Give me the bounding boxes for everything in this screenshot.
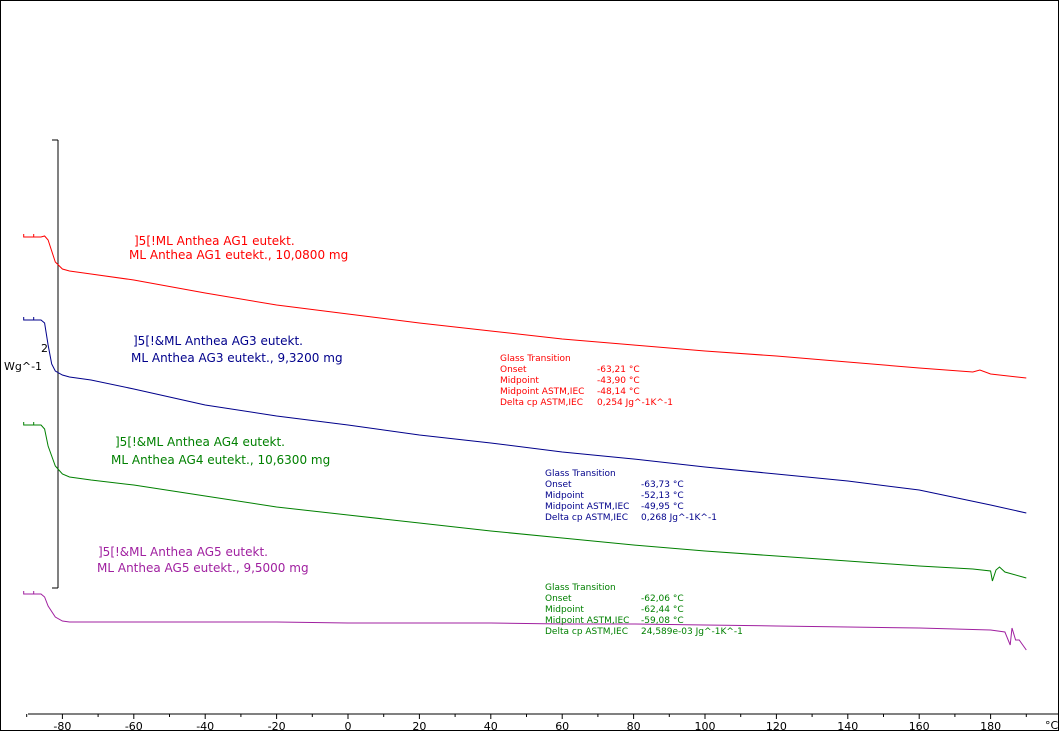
annotation-value: 24,589e-03 Jg^-1K^-1	[641, 627, 743, 637]
curve-start-marker	[23, 234, 35, 238]
x-tick-label: -20	[268, 720, 286, 731]
annotation-ag4: Glass Transition Onset -62,06 °C Midpoin…	[545, 583, 743, 637]
annotation-value: -63,73 °C	[641, 480, 684, 490]
x-tick-label: 180	[980, 720, 1001, 731]
ag1-label-line2: ML Anthea AG1 eutekt., 10,0800 mg	[129, 248, 348, 262]
annotation-key: Midpoint ASTM,IEC	[545, 502, 629, 512]
x-tick-label: 80	[627, 720, 641, 731]
annotation-value: -48,14 °C	[597, 387, 640, 397]
annotation-ag1: Glass Transition Onset -63,21 °C Midpoin…	[500, 354, 673, 408]
annotation-key: Onset	[545, 480, 572, 490]
annotation-value: -43,90 °C	[597, 376, 640, 386]
ag3-label-line2: ML Anthea AG3 eutekt., 9,3200 mg	[131, 351, 343, 365]
annotation-key: Midpoint	[545, 491, 584, 501]
curve-ag5	[26, 593, 1027, 651]
annotation-value: -52,13 °C	[641, 491, 684, 501]
x-tick-label: 60	[555, 720, 569, 731]
annotation-value: 0,268 Jg^-1K^-1	[641, 513, 717, 523]
annotation-value: 0,254 Jg^-1K^-1	[597, 398, 673, 408]
ag4-label-line2: ML Anthea AG4 eutekt., 10,6300 mg	[111, 453, 330, 467]
annotation-value: -59,08 °C	[641, 616, 684, 626]
annotation-key: Midpoint	[545, 605, 584, 615]
annotation-value: -49,95 °C	[641, 502, 684, 512]
x-axis-unit: °C	[1045, 719, 1059, 731]
ag4-label-line1: ]5[!&ML Anthea AG4 eutekt.	[115, 435, 285, 449]
annotation-value: -62,44 °C	[641, 605, 684, 615]
annotation-key: Delta cp ASTM,IEC	[500, 398, 583, 408]
x-tick-label: -60	[125, 720, 143, 731]
ag1-label-line1: ]5[!ML Anthea AG1 eutekt.	[134, 234, 295, 248]
x-tick-label: 160	[909, 720, 930, 731]
annotation-key: Midpoint	[500, 376, 539, 386]
annotation-title: Glass Transition	[545, 583, 616, 593]
x-tick-label: 140	[837, 720, 858, 731]
x-tick-label: 100	[695, 720, 716, 731]
annotation-key: Midpoint ASTM,IEC	[500, 387, 584, 397]
annotation-ag3: Glass Transition Onset -63,73 °C Midpoin…	[545, 469, 717, 523]
y-scale-bar	[52, 139, 59, 589]
annotation-value: -62,06 °C	[641, 594, 684, 604]
curve-ag4	[26, 424, 1027, 582]
annotation-value: -63,21 °C	[597, 365, 640, 375]
annotation-key: Delta cp ASTM,IEC	[545, 513, 628, 523]
curve-ag3	[26, 319, 1027, 514]
annotation-key: Onset	[545, 594, 572, 604]
y-scale-value: 2	[41, 342, 48, 355]
x-tick-label: 0	[345, 720, 352, 731]
curve-labels: ]5[!ML Anthea AG1 eutekt. ML Anthea AG1 …	[97, 234, 348, 575]
x-tick-label: 20	[412, 720, 426, 731]
curve-start-marker	[23, 317, 35, 321]
curve-ag1	[26, 235, 1027, 379]
annotation-title: Glass Transition	[500, 354, 571, 364]
x-tick-label: -40	[196, 720, 214, 731]
x-tick-label: 120	[766, 720, 787, 731]
x-tick-label: -80	[53, 720, 71, 731]
ag5-label-line2: ML Anthea AG5 eutekt., 9,5000 mg	[97, 561, 309, 575]
ag3-label-line1: ]5[!&ML Anthea AG3 eutekt.	[133, 334, 303, 348]
annotation-key: Onset	[500, 365, 527, 375]
annotation-key: Delta cp ASTM,IEC	[545, 627, 628, 637]
x-tick-label: 40	[484, 720, 498, 731]
curves	[23, 234, 1027, 651]
x-axis: -80 -60 -40 -20 0 20 40 60 80 100 120 140 160 180	[26, 713, 1059, 731]
annotation-title: Glass Transition	[545, 469, 616, 479]
ag5-label-line1: ]5[!&ML Anthea AG5 eutekt.	[98, 545, 268, 559]
curve-start-marker	[23, 591, 35, 595]
curve-start-marker	[23, 422, 35, 426]
annotation-key: Midpoint ASTM,IEC	[545, 616, 629, 626]
y-scale-unit: Wg^-1	[4, 360, 42, 373]
